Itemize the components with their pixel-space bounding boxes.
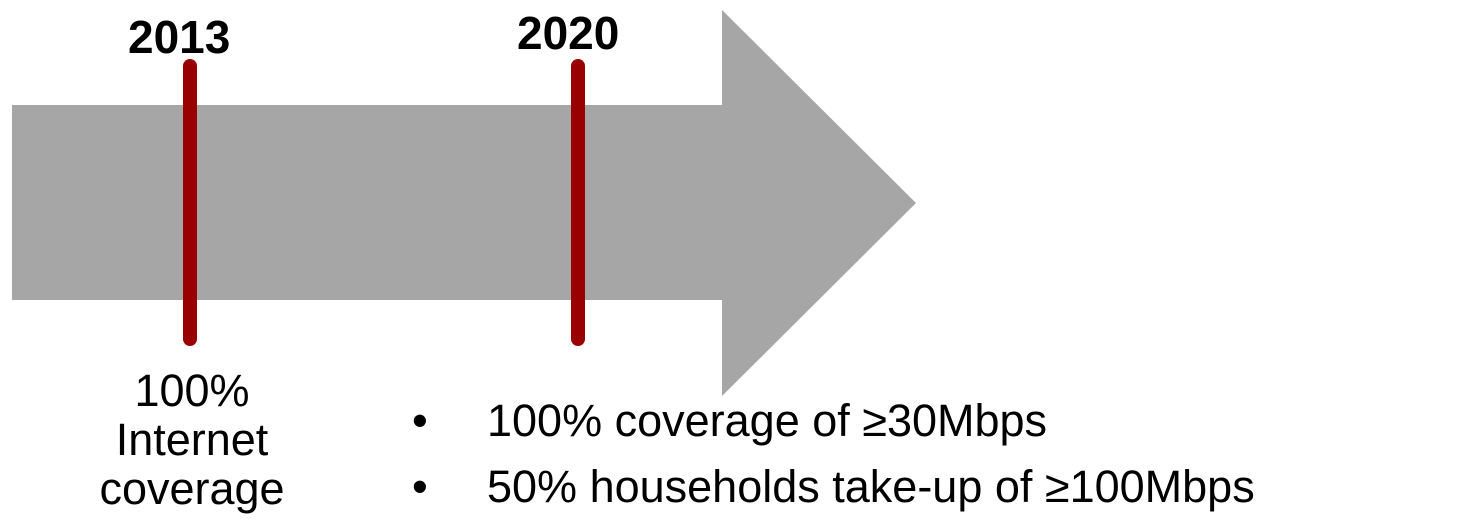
timeline-arrow [12, 10, 916, 396]
year-label-2020: 2020 [517, 7, 620, 59]
note-line: 100% [134, 365, 250, 416]
year-label-2013: 2013 [128, 11, 231, 63]
bullet-icon: • [412, 461, 428, 512]
note-line: Internet [115, 414, 269, 465]
goals-2020-list: • 100% coverage of ≥30Mbps • 50% househo… [412, 388, 1255, 520]
goal-item: • 50% households take-up of ≥100Mbps [412, 454, 1255, 520]
bullet-icon: • [412, 395, 428, 446]
goal-text: 50% households take-up of ≥100Mbps [487, 461, 1255, 512]
goal-item: • 100% coverage of ≥30Mbps [412, 388, 1255, 454]
note-line: coverage [99, 463, 285, 514]
goal-text: 100% coverage of ≥30Mbps [487, 395, 1048, 446]
milestone-2013-note: 100% Internet coverage [60, 366, 324, 513]
